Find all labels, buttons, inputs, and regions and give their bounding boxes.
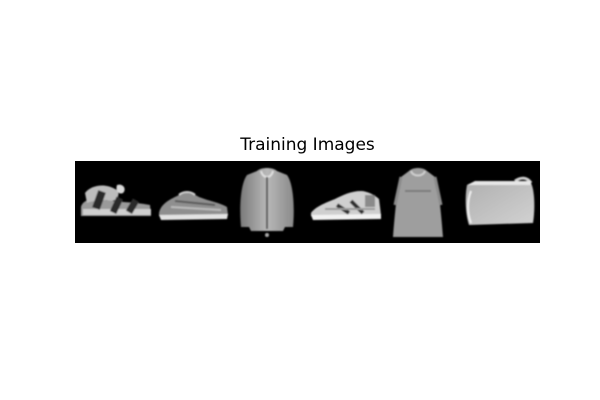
sneaker-icon bbox=[159, 191, 228, 220]
sneaker-icon bbox=[311, 191, 381, 220]
sandal-icon bbox=[81, 184, 151, 216]
dress-icon bbox=[393, 168, 443, 237]
figure-title: Training Images bbox=[240, 135, 375, 155]
training-image-grid bbox=[75, 161, 540, 243]
coat-icon bbox=[240, 168, 294, 237]
bag-icon bbox=[465, 176, 535, 225]
image-grid-svg bbox=[81, 168, 535, 237]
